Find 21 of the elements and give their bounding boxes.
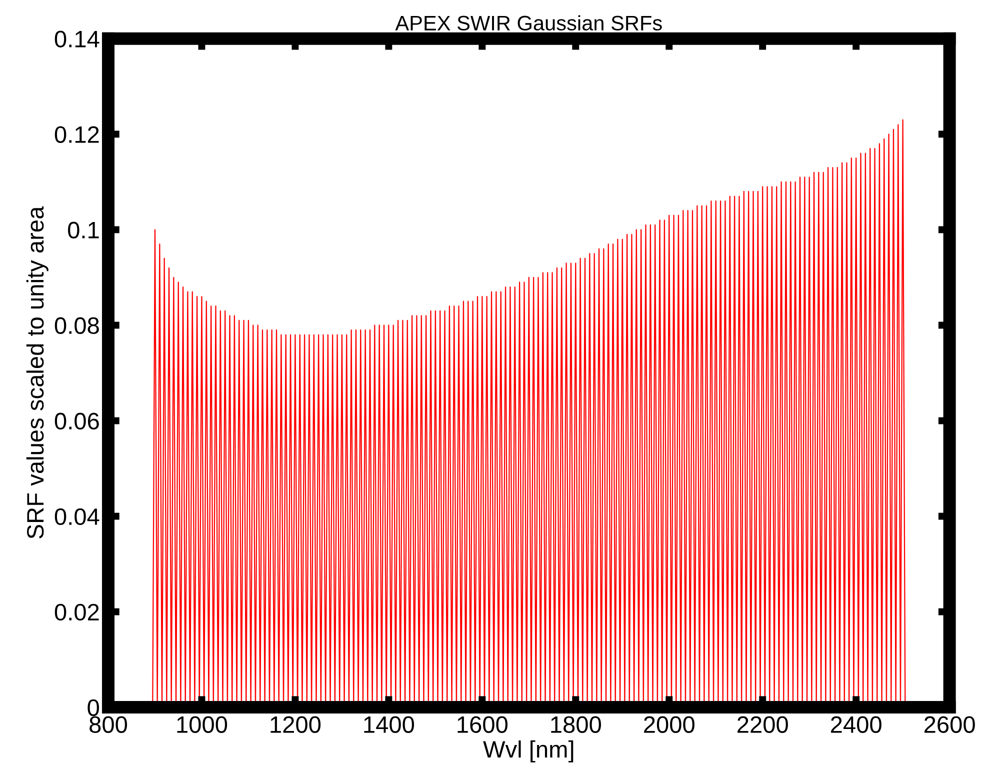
y-tick-label: 0.02 [54, 604, 99, 621]
x-tick-label: 2400 [831, 716, 882, 733]
x-tick-label: 1200 [270, 716, 321, 733]
y-tick-label: 0.1 [68, 222, 99, 238]
x-axis-title: Wvl [nm] [483, 740, 574, 762]
x-tick-label: 2600 [924, 716, 975, 733]
y-tick-label: 0.06 [54, 412, 99, 430]
y-tick-label: 0.14 [54, 30, 100, 48]
y-tick-label: 0.12 [54, 126, 99, 143]
x-tick-label: 1000 [177, 716, 228, 733]
chart-title: APEX SWIR Gaussian SRFs [395, 15, 662, 31]
x-tick-label: 2000 [644, 716, 694, 733]
y-axis-title: SRF values scaled to unity area [26, 206, 48, 539]
x-tick-label: 1600 [458, 716, 508, 733]
x-tick-label: 2200 [738, 716, 788, 733]
y-tick-label: 0.04 [54, 508, 100, 526]
y-tick-label: 0.08 [54, 317, 99, 334]
x-tick-label: 800 [90, 716, 128, 733]
y-tick-label: 0 [88, 699, 99, 716]
x-tick-label: 1800 [551, 716, 601, 733]
x-tick-label: 1400 [364, 716, 414, 733]
